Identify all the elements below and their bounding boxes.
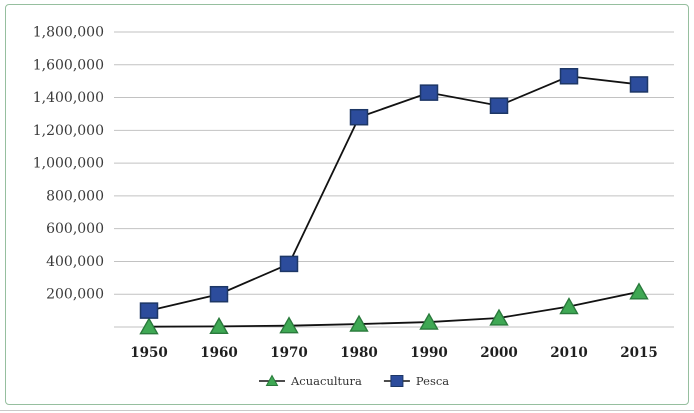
- y-axis-tick-label: 200,000: [46, 287, 104, 303]
- pesca-marker: [489, 97, 509, 114]
- y-axis-tick-label: 1,000,000: [33, 156, 104, 172]
- page-bottom-rule: [0, 410, 694, 411]
- legend-pesca-label: Pesca: [416, 374, 449, 388]
- pesca-marker: [559, 68, 579, 85]
- x-axis-tick-label: 1960: [200, 345, 238, 361]
- pesca-marker: [209, 285, 229, 303]
- acuacultura-marker: [629, 282, 649, 300]
- legend-acuacultura-marker: [265, 374, 279, 386]
- x-axis-tick-label: 1950: [130, 345, 168, 361]
- pesca-marker: [139, 302, 159, 319]
- acuacultura-line: [148, 290, 640, 328]
- acuacultura-marker: [559, 297, 579, 315]
- acuacultura-marker: [419, 312, 439, 330]
- chart-frame: 200,000 400,000 600,000 800,000 1,000,000 1,2…: [5, 4, 689, 405]
- pesca-marker: [419, 84, 439, 101]
- line-chart: 200,000 400,000 600,000 800,000 1,000,000 1,2…: [33, 25, 674, 388]
- y-axis-tick-label: 400,000: [46, 254, 104, 270]
- acuacultura-marker: [279, 316, 299, 334]
- acuacultura-marker: [139, 317, 159, 335]
- pesca-marker: [629, 76, 649, 93]
- y-axis-tick-label: 1,400,000: [33, 90, 104, 106]
- y-axis-tick-label: 1,200,000: [33, 123, 104, 139]
- y-axis-tick-label: 800,000: [46, 188, 104, 204]
- acuacultura-marker: [209, 316, 229, 335]
- x-axis-tick-label: 2010: [550, 345, 588, 361]
- pesca-marker: [349, 108, 369, 126]
- legend-pesca-marker: [390, 375, 404, 387]
- x-axis-tick-label: 1980: [340, 345, 378, 361]
- x-axis-tick-label: 2015: [620, 345, 658, 361]
- x-axis-tick-label: 2000: [480, 345, 518, 361]
- pesca-marker: [279, 255, 299, 273]
- acuacultura-marker: [349, 314, 369, 332]
- y-axis-tick-label: 1,800,000: [33, 25, 104, 41]
- x-axis-tick-label: 1970: [270, 345, 308, 361]
- y-axis-tick-label: 600,000: [46, 221, 104, 237]
- acuacultura-marker: [489, 308, 509, 326]
- legend-acuacultura-label: Acuacultura: [290, 374, 362, 388]
- x-axis-tick-label: 1990: [410, 345, 448, 361]
- y-axis-tick-label: 1,600,000: [33, 57, 104, 73]
- pesca-line: [148, 75, 640, 312]
